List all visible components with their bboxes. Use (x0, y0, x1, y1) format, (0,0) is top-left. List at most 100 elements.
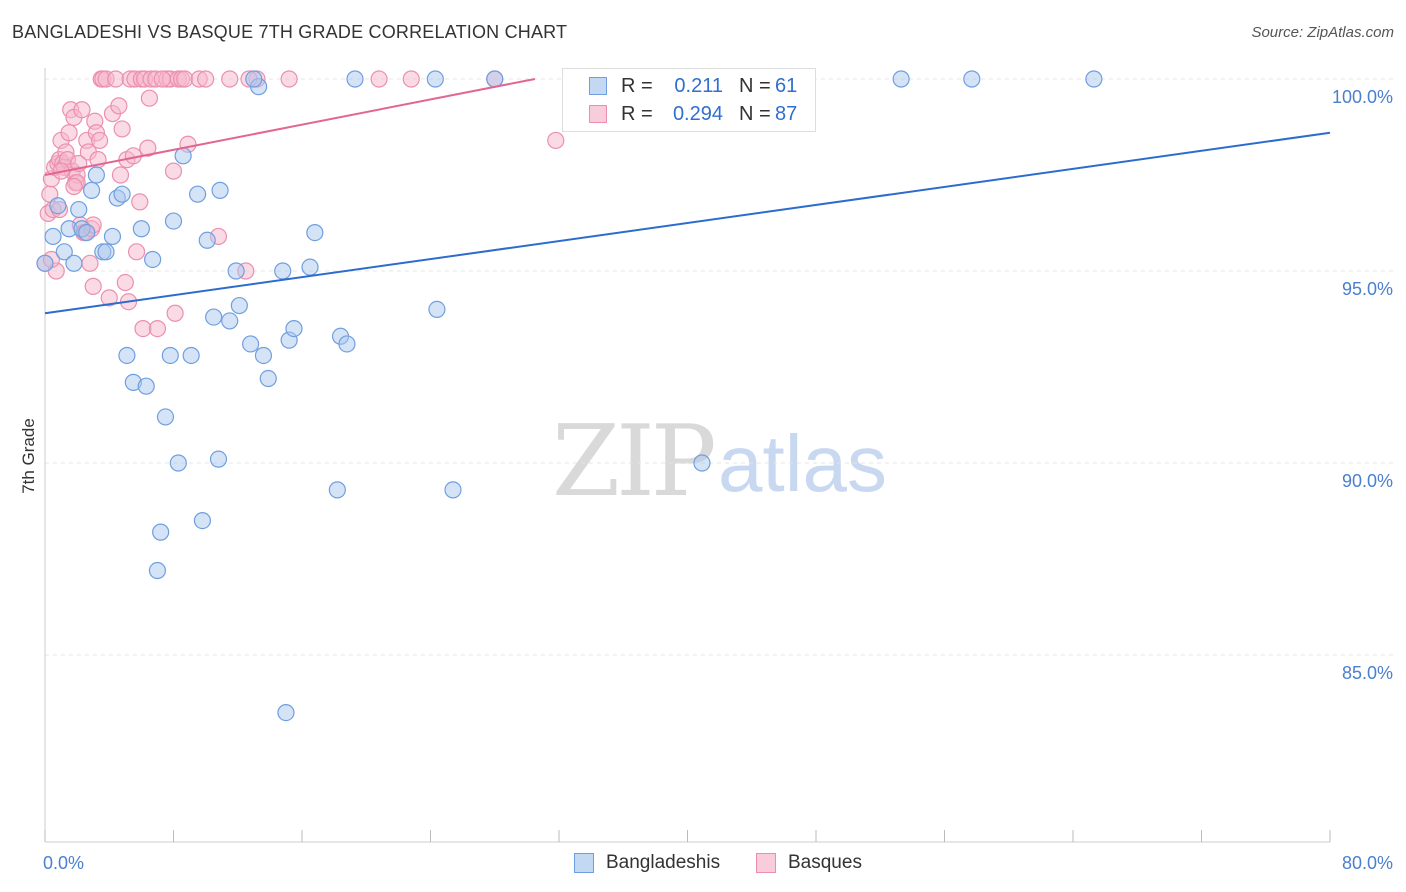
legend-label-basques: Basques (788, 852, 862, 873)
y-tick-label: 95.0% (1342, 279, 1393, 299)
basques-point (84, 277, 102, 295)
bangladeshis-point (426, 70, 444, 88)
x-tick-label: 0.0% (43, 853, 84, 873)
basques-point (131, 193, 149, 211)
bangladeshis-point (174, 147, 192, 165)
chart-title: BANGLADESHI VS BASQUE 7TH GRADE CORRELAT… (12, 22, 568, 42)
bangladeshis-point (156, 408, 175, 426)
bangladeshis-point (103, 227, 122, 246)
bangladeshis-point (148, 561, 167, 580)
y-tick-label: 85.0% (1342, 663, 1393, 683)
bangladeshis-point (164, 212, 183, 230)
bangladeshis-point (118, 346, 136, 365)
bangladeshis-point (137, 377, 155, 395)
legend-swatch-blue (589, 77, 607, 95)
bangladeshis-point (49, 197, 67, 215)
bangladeshis-point (36, 254, 54, 272)
bangladeshis-point (65, 254, 83, 272)
bangladeshis-point (188, 185, 207, 203)
x-tick-labels: 0.0% 80.0% (43, 853, 1393, 873)
bangladeshis-point (693, 454, 711, 472)
legend-n-value: 61 (775, 74, 798, 97)
source-label: Source: ZipAtlas.com (1251, 24, 1394, 41)
bangladeshis-point (221, 312, 239, 330)
bangladeshis-point (338, 335, 356, 353)
basques-point (197, 70, 215, 88)
basques-point (134, 320, 152, 338)
legend-swatch-pink (756, 853, 776, 873)
legend-n-label: N = (739, 102, 771, 125)
legend-item-bangladeshis[interactable]: Bangladeshis (574, 852, 720, 874)
bangladeshis-point (486, 70, 504, 88)
basques-point (110, 97, 128, 115)
bangladeshis-point (44, 227, 62, 246)
basques-point (91, 131, 109, 150)
basques-point (65, 177, 83, 196)
legend-r-label: R = (621, 74, 653, 97)
legend-r-label: R = (621, 102, 653, 125)
bangladeshis-point (277, 703, 295, 722)
bangladeshis-point (346, 70, 364, 88)
basques-point (73, 101, 91, 119)
bangladeshis-point (963, 70, 981, 88)
y-tick-label: 100.0% (1332, 87, 1393, 107)
bangladeshis-point (132, 220, 150, 238)
basques-point (127, 243, 146, 261)
trend-lines (44, 78, 1331, 315)
bangladeshis-point (328, 481, 346, 499)
stats-legend: R = 0.211 N = 61 R = 0.294 N = 87 (562, 68, 816, 132)
legend-n-label: N = (739, 74, 771, 97)
bangladeshis-point (55, 243, 73, 261)
basques-point (81, 254, 99, 272)
bangladeshis-point (306, 224, 324, 242)
bangladeshis-point (444, 481, 462, 499)
legend-row-bangladeshis: R = 0.211 N = 61 (563, 74, 797, 98)
bangladeshis-point (1085, 70, 1103, 88)
bangladeshis-point (274, 262, 292, 280)
basques-point (164, 162, 183, 180)
bangladeshis-point (144, 250, 162, 269)
basques-point (221, 70, 239, 88)
bangladeshis-point (230, 296, 248, 315)
bangladeshis-point (301, 258, 319, 276)
basques-point (100, 289, 118, 307)
legend-row-basques: R = 0.294 N = 87 (563, 102, 797, 126)
basques-point (140, 89, 159, 107)
basques-point (139, 139, 157, 157)
bangladeshis-point (227, 262, 245, 280)
bangladeshis-point (82, 181, 101, 199)
watermark-atlas: atlas (718, 419, 887, 508)
bangladeshis-trend-line (44, 131, 1331, 315)
bangladeshis-point (198, 231, 216, 249)
legend-r-value: 0.211 (674, 74, 723, 97)
bangladeshis-point (182, 346, 200, 365)
bangladeshis-point (892, 70, 910, 88)
watermark-zip: ZIP (552, 405, 717, 519)
basques-point (153, 70, 171, 88)
bangladeshis-point (428, 300, 446, 318)
bangladeshis-point (285, 320, 303, 338)
bangladeshis-point (152, 523, 170, 541)
bangladeshis-point (205, 308, 223, 326)
y-tick-label: 90.0% (1342, 471, 1393, 491)
bangladeshis-point (242, 335, 260, 353)
bangladeshis-point (161, 346, 179, 365)
axes (44, 68, 1331, 843)
bangladeshis-point (193, 511, 212, 530)
legend-n-value: 87 (775, 102, 798, 125)
series-legend: Bangladeshis Basques (0, 852, 1406, 878)
basques-point (280, 70, 298, 88)
bangladeshis-point (169, 454, 187, 472)
legend-swatch-pink (589, 105, 607, 123)
basques-point (111, 166, 130, 184)
legend-item-basques[interactable]: Basques (756, 852, 862, 874)
basques-point (113, 120, 131, 138)
basques-point (370, 70, 388, 88)
bangladeshis-point (113, 185, 131, 203)
legend-swatch-blue (574, 853, 594, 873)
bangladeshis-point (87, 166, 106, 184)
bangladeshis-points (36, 70, 1103, 722)
basques-point (107, 70, 125, 88)
legend-r-value: 0.294 (672, 102, 723, 125)
